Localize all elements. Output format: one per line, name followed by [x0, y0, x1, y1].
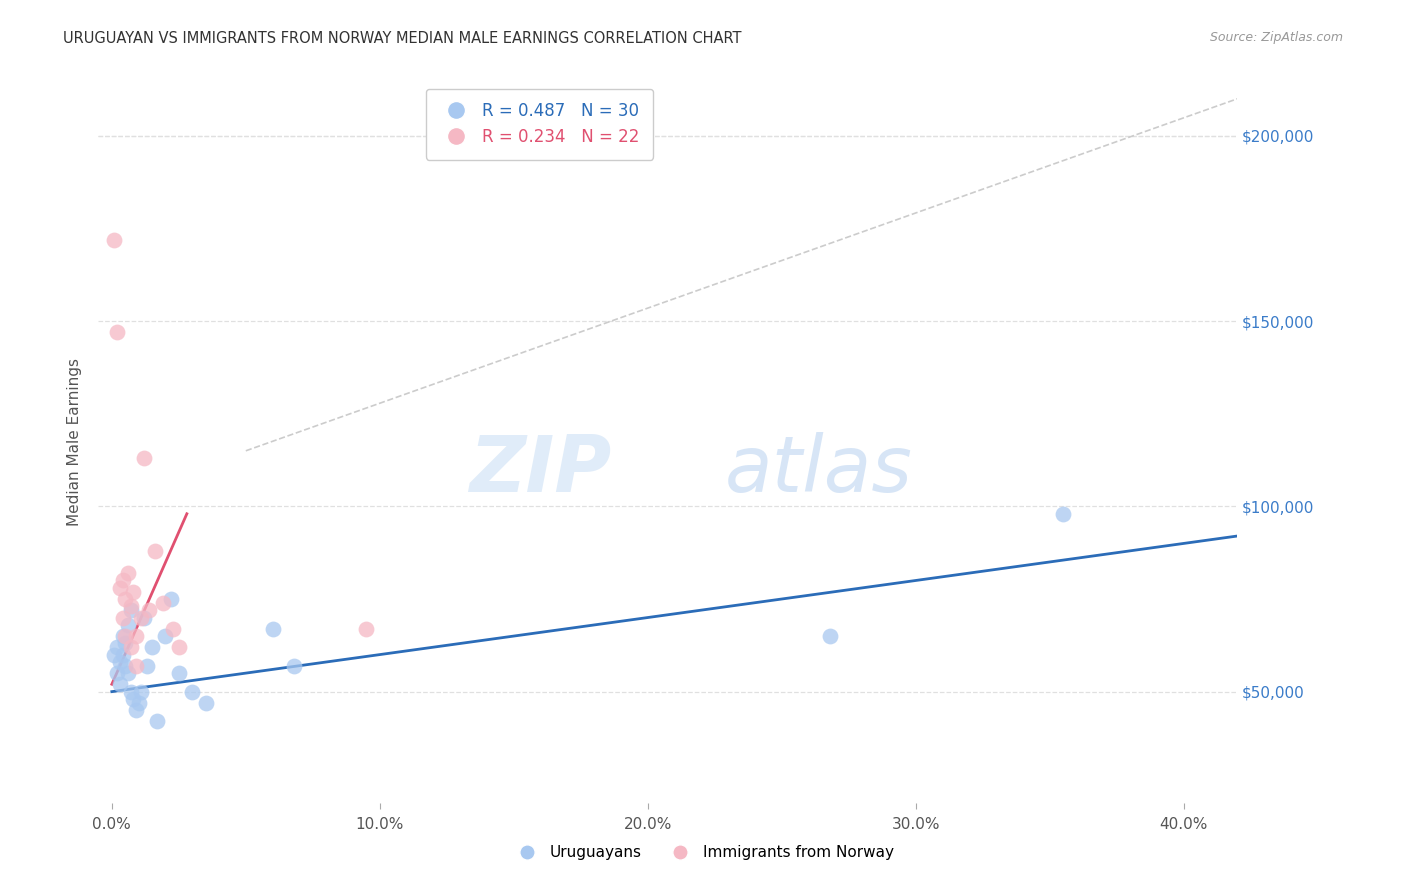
- Point: [105, 666, 128, 681]
- Point: [132, 610, 155, 624]
- Point: [262, 622, 284, 636]
- Point: [120, 640, 142, 655]
- Point: [194, 696, 217, 710]
- Point: [114, 658, 136, 673]
- Point: [122, 584, 145, 599]
- Point: [120, 603, 142, 617]
- Point: [167, 666, 190, 681]
- Point: [103, 648, 125, 662]
- Point: [111, 574, 134, 588]
- Point: [162, 622, 184, 636]
- Point: [125, 658, 148, 673]
- Point: [117, 618, 139, 632]
- Point: [105, 640, 128, 655]
- Point: [173, 829, 195, 843]
- Point: [111, 610, 134, 624]
- Point: [108, 581, 131, 595]
- Point: [1052, 507, 1074, 521]
- Point: [818, 629, 841, 643]
- Point: [129, 684, 152, 698]
- Point: [114, 636, 136, 650]
- Point: [356, 622, 378, 636]
- Point: [114, 629, 136, 643]
- Text: ZIP: ZIP: [468, 433, 612, 508]
- Legend: R = 0.487   N = 30, R = 0.234   N = 22: R = 0.487 N = 30, R = 0.234 N = 22: [426, 88, 652, 160]
- Point: [141, 640, 163, 655]
- Point: [125, 629, 148, 643]
- Point: [181, 684, 204, 698]
- Point: [143, 544, 166, 558]
- Point: [138, 603, 160, 617]
- Point: [117, 666, 139, 681]
- Text: URUGUAYAN VS IMMIGRANTS FROM NORWAY MEDIAN MALE EARNINGS CORRELATION CHART: URUGUAYAN VS IMMIGRANTS FROM NORWAY MEDI…: [63, 31, 742, 46]
- Point: [155, 629, 177, 643]
- Point: [120, 599, 142, 614]
- Y-axis label: Median Male Earnings: Median Male Earnings: [67, 358, 83, 525]
- Point: [135, 658, 157, 673]
- Point: [120, 684, 142, 698]
- Point: [146, 714, 169, 729]
- Point: [114, 592, 136, 607]
- Point: [105, 325, 128, 339]
- Point: [111, 629, 134, 643]
- Text: Source: ZipAtlas.com: Source: ZipAtlas.com: [1209, 31, 1343, 45]
- Point: [132, 451, 155, 466]
- Text: atlas: atlas: [725, 433, 912, 508]
- Point: [167, 640, 190, 655]
- Point: [129, 610, 152, 624]
- Point: [125, 703, 148, 717]
- Point: [111, 648, 134, 662]
- Point: [283, 658, 305, 673]
- Point: [152, 596, 174, 610]
- Point: [108, 677, 131, 691]
- Point: [108, 655, 131, 669]
- Point: [159, 592, 181, 607]
- Point: [122, 692, 145, 706]
- Point: [103, 233, 125, 247]
- Legend: Uruguayans, Immigrants from Norway: Uruguayans, Immigrants from Norway: [506, 839, 900, 866]
- Point: [128, 696, 150, 710]
- Point: [117, 566, 139, 580]
